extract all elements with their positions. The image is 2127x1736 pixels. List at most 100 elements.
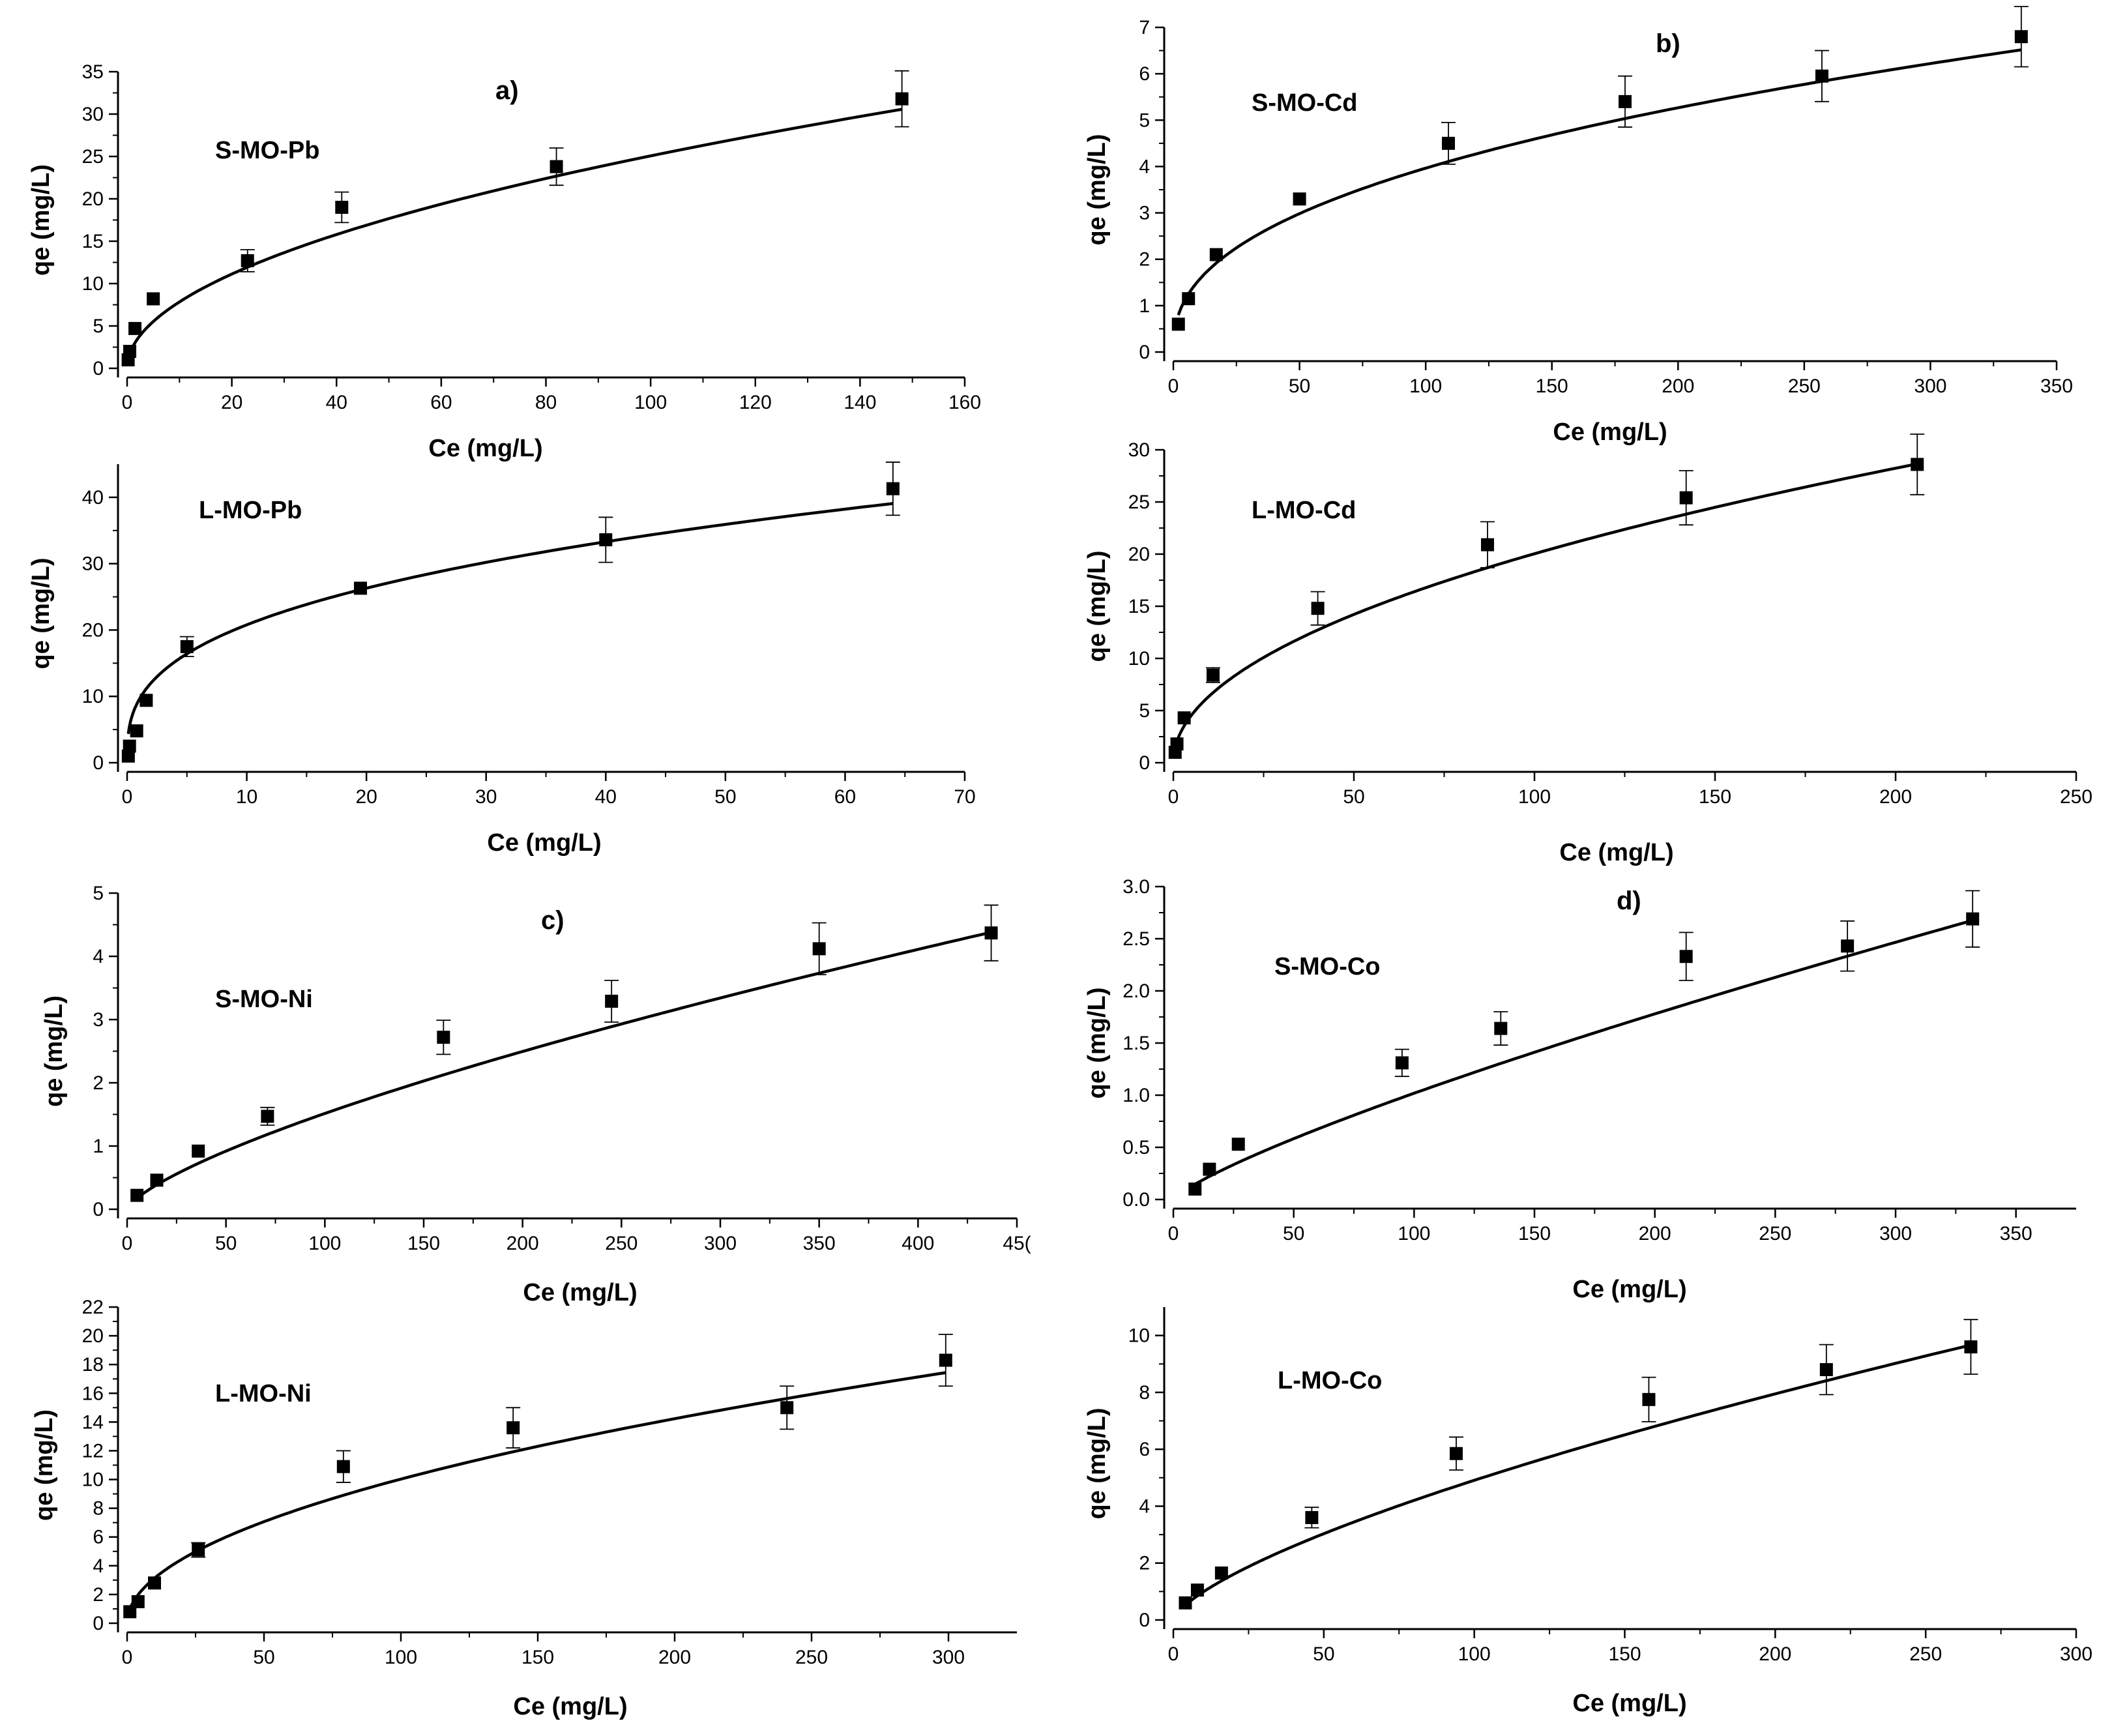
y-tick-label: 14: [82, 1411, 104, 1433]
x-tick-label: 100: [1518, 786, 1551, 808]
data-point: [139, 694, 153, 707]
data-point: [1395, 1056, 1409, 1070]
data-point: [506, 1421, 520, 1435]
y-tick-label: 1.5: [1122, 1033, 1150, 1054]
data-point: [812, 942, 826, 956]
data-point: [1203, 1162, 1216, 1176]
data-point: [1618, 95, 1632, 108]
data-point: [1214, 1567, 1228, 1580]
data-point: [1815, 69, 1828, 83]
x-axis-title: Ce (mg/L): [1572, 1276, 1686, 1303]
y-tick-label: 8: [1139, 1382, 1150, 1404]
data-point: [1182, 292, 1196, 306]
data-point: [1293, 192, 1306, 206]
data-point: [1966, 912, 1980, 926]
data-point: [1206, 668, 1220, 682]
y-axis-title: qe (mg/L): [31, 1409, 58, 1521]
y-tick-label: 30: [82, 104, 104, 125]
x-tick-label: 50: [1283, 1223, 1304, 1244]
series-label: S-MO-Cd: [1252, 89, 1358, 117]
data-point: [1305, 1510, 1319, 1524]
data-point: [984, 926, 998, 940]
x-tick-label: 150: [521, 1647, 554, 1668]
x-tick-label: 60: [430, 392, 452, 413]
y-tick-label: 10: [82, 686, 104, 707]
x-tick-label: 0: [122, 392, 133, 413]
data-point: [148, 1576, 161, 1590]
y-tick-label: 5: [1139, 700, 1150, 722]
series-label: S-MO-Ni: [215, 986, 313, 1013]
x-tick-label: 50: [253, 1647, 274, 1668]
y-tick-label: 20: [82, 1325, 104, 1347]
y-tick-label: 6: [93, 1527, 104, 1548]
y-tick-label: 20: [82, 188, 104, 210]
y-tick-label: 3: [1139, 203, 1150, 224]
x-axis-title: Ce (mg/L): [1553, 419, 1667, 446]
series-label: S-MO-Co: [1274, 953, 1381, 980]
y-tick-label: 25: [1128, 492, 1150, 513]
data-point: [335, 201, 349, 214]
data-point: [130, 1188, 144, 1202]
x-tick-label: 0: [1168, 375, 1179, 397]
x-tick-label: 100: [1409, 375, 1442, 397]
x-tick-label: 100: [634, 392, 667, 413]
y-tick-label: 4: [1139, 156, 1150, 177]
x-tick-label: 200: [1759, 1643, 1791, 1665]
x-tick-label: 100: [1398, 1223, 1430, 1244]
panel-letter: b): [1656, 29, 1680, 58]
x-tick-label: 10: [236, 786, 257, 808]
x-tick-label: 300: [932, 1647, 965, 1668]
data-point: [123, 345, 137, 358]
data-point: [1179, 1596, 1192, 1610]
panel-letter: a): [495, 76, 519, 105]
y-tick-label: 0: [1139, 1610, 1150, 1631]
data-point: [180, 640, 194, 653]
data-point: [939, 1353, 952, 1367]
fit-curve: [126, 108, 902, 360]
x-tick-label: 200: [1879, 786, 1912, 808]
data-point: [353, 581, 367, 595]
x-tick-label: 200: [1639, 1223, 1671, 1244]
y-tick-label: 0.5: [1122, 1137, 1150, 1158]
x-tick-label: 200: [658, 1647, 691, 1668]
x-tick-label: 0: [1168, 786, 1179, 808]
fit-curve: [1184, 1344, 1971, 1607]
x-tick-label: 50: [215, 1233, 237, 1254]
data-point: [1494, 1022, 1508, 1035]
data-point: [1911, 458, 1924, 471]
x-tick-label: 250: [605, 1233, 638, 1254]
y-axis-title: qe (mg/L): [27, 164, 55, 276]
data-point: [1964, 1340, 1978, 1354]
data-point: [336, 1460, 350, 1473]
y-axis-title: qe (mg/L): [1083, 134, 1111, 246]
y-tick-label: 0: [93, 1199, 104, 1220]
x-tick-label: 250: [2060, 786, 2092, 808]
y-axis-title: qe (mg/L): [1083, 988, 1111, 1099]
x-tick-label: 250: [1909, 1643, 1942, 1665]
data-point: [886, 482, 900, 495]
y-tick-label: 10: [82, 1469, 104, 1491]
x-tick-label: 200: [1662, 375, 1694, 397]
y-tick-label: 2: [93, 1584, 104, 1606]
x-axis-title: Ce (mg/L): [428, 435, 542, 462]
x-tick-label: 350: [803, 1233, 836, 1254]
x-tick-label: 50: [1289, 375, 1310, 397]
data-point: [1170, 737, 1184, 751]
y-tick-label: 12: [82, 1440, 104, 1462]
chart-s-mo-cd: 0 50 100 150 200 250 300 350 0 1 2 3 4 5 6 7 Ce (mg/L) qe…: [1083, 6, 2073, 446]
y-tick-label: 6: [1139, 63, 1150, 85]
y-tick-label: 2: [1139, 1553, 1150, 1574]
panel-letter: d): [1617, 887, 1641, 915]
x-tick-label: 350: [2040, 375, 2073, 397]
x-axis-title: Ce (mg/L): [523, 1279, 637, 1306]
x-tick-label: 30: [475, 786, 497, 808]
data-point: [1441, 136, 1455, 150]
y-tick-label: 3.0: [1122, 876, 1150, 898]
chart-s-mo-pb: 0 20 40 60 80 100 120 140 160 0 5 10 15 20 25 30 35 Ce (m…: [27, 61, 981, 462]
y-tick-label: 4: [93, 946, 104, 967]
fit-curve: [126, 502, 894, 735]
y-tick-label: 16: [82, 1383, 104, 1404]
x-tick-label: 0: [122, 1647, 133, 1668]
y-tick-label: 4: [1139, 1495, 1150, 1517]
fit-curve: [1177, 48, 2022, 316]
